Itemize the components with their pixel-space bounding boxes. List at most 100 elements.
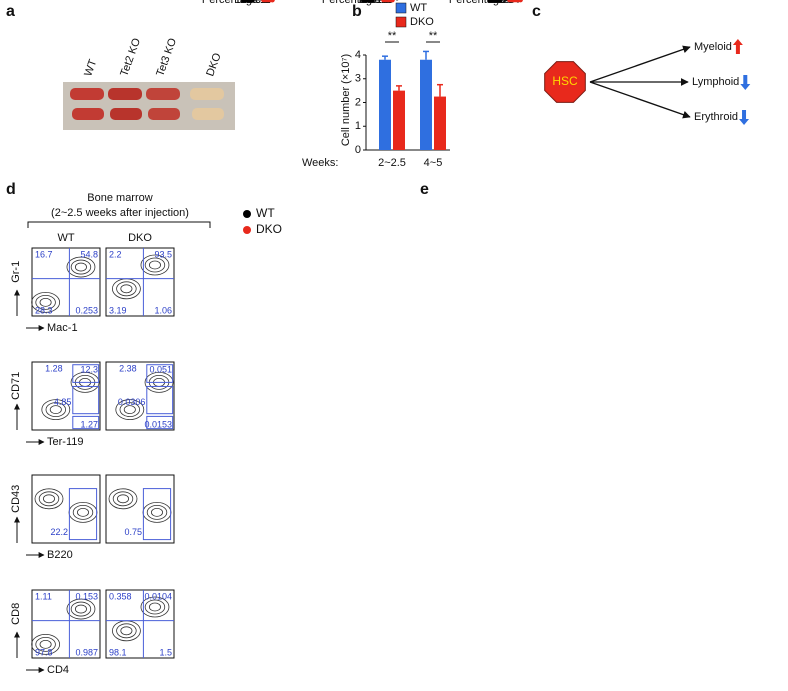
gate-value: 0.253 (75, 305, 98, 315)
y-tick-label: 0 (247, 0, 253, 6)
gate-value: 0.0306 (118, 397, 146, 407)
x-tick-label: Mac-1⁺ (240, 0, 277, 6)
contour (123, 405, 136, 415)
facs-plot (31, 247, 101, 317)
gate-value: 0.0153 (144, 419, 172, 429)
significance: ** (388, 30, 397, 42)
y-tick-label: 0 (355, 144, 361, 156)
y-tick-label: 5 (494, 0, 500, 6)
gate-value: 0.153 (75, 591, 98, 601)
contour (148, 602, 161, 612)
y-axis-label: Cell number (×10⁷) (340, 54, 352, 146)
contour (35, 637, 56, 652)
facs-plot (105, 361, 175, 431)
contour (112, 491, 134, 507)
x-axis-label: CD4 (47, 664, 69, 676)
contour (140, 254, 170, 276)
panel-label: c (532, 3, 541, 20)
contour (38, 491, 60, 507)
contour (49, 405, 62, 415)
facs-plot (31, 589, 101, 659)
dot (518, 0, 523, 3)
contour (115, 399, 145, 421)
contour (39, 640, 52, 649)
panel-label: e (420, 181, 429, 198)
y-tick-label: 15 (488, 0, 500, 6)
gate-value: 2.2 (109, 249, 122, 259)
x-axis-label: Weeks: (302, 157, 338, 169)
x-tick-label: B220⁺ (489, 0, 521, 6)
arrow (589, 45, 691, 83)
y-tick-label: 100 (235, 0, 253, 6)
trend-arrow (739, 110, 750, 125)
column-label: WT (57, 232, 74, 244)
sample-label: WT (82, 58, 99, 78)
x-tick-label: Ter-119⁺ (357, 0, 399, 6)
dot (390, 0, 395, 3)
facs-plot (105, 589, 175, 659)
gate-value: 22.2 (51, 527, 69, 537)
contour (39, 297, 52, 307)
sample-label: DKO (204, 51, 224, 78)
bone (190, 88, 224, 100)
contour (144, 257, 166, 273)
gate-value: 2.38 (119, 363, 137, 373)
lineage-label: Lymphoid (692, 76, 739, 88)
y-axis-label: Percentage (449, 0, 505, 6)
x-tick-label: CD4⁺/ (490, 0, 522, 6)
bone (110, 108, 142, 120)
x-tick-label: Gr-1⁺ (244, 0, 272, 6)
contour (72, 505, 94, 520)
gate (72, 385, 100, 415)
y-axis-label: CD71 (10, 372, 22, 400)
legend-dot (243, 226, 251, 234)
panel-subtitle: (2~2.5 weeks after injection) (51, 207, 189, 219)
y-tick-label: 25 (241, 0, 253, 6)
gate (142, 488, 172, 541)
y-tick-label: 0 (494, 0, 500, 6)
y-tick-label: 10 (361, 0, 373, 6)
y-tick-label: 10 (488, 0, 500, 6)
panel-label: a (6, 3, 15, 20)
contour (146, 505, 168, 520)
contour (43, 494, 56, 504)
y-axis-label: CD43 (10, 485, 22, 513)
bar (379, 59, 391, 150)
contour (119, 402, 141, 418)
legend-swatch (395, 16, 407, 28)
contour (150, 508, 163, 517)
significance: ** (429, 30, 438, 42)
dot (497, 0, 502, 3)
gate-value: 4.85 (54, 397, 72, 407)
facs-plot (31, 361, 101, 431)
y-tick-label: 1 (355, 120, 361, 132)
contour (74, 604, 87, 614)
legend-label: DKO (256, 222, 282, 236)
gate-value: 1.27 (80, 419, 98, 429)
bone (192, 108, 224, 120)
trend-arrow (732, 39, 743, 54)
contour (140, 596, 170, 618)
gate-value: 97.8 (35, 647, 53, 657)
bone (108, 88, 142, 100)
lineage-label: Myeloid (694, 41, 732, 53)
contour (116, 281, 137, 297)
y-tick-label: 0 (367, 0, 373, 6)
contour (45, 402, 67, 418)
trend-arrow (740, 75, 751, 90)
x-tick-label: CD71⁺ (361, 0, 395, 6)
bone (70, 88, 104, 100)
x-tick-label: 2~2.5 (378, 157, 406, 169)
x-axis-label: B220 (47, 549, 73, 561)
gate-value: 54.8 (80, 249, 98, 259)
contour (77, 508, 90, 517)
x-tick-label: CD71⁺ (361, 0, 395, 6)
y-tick-label: 4 (355, 49, 361, 61)
y-axis-label: CD8 (10, 603, 22, 625)
contour (144, 599, 166, 615)
gate-value: 0.987 (75, 647, 98, 657)
contour (66, 598, 96, 620)
contour (117, 494, 130, 504)
contour (31, 634, 60, 655)
